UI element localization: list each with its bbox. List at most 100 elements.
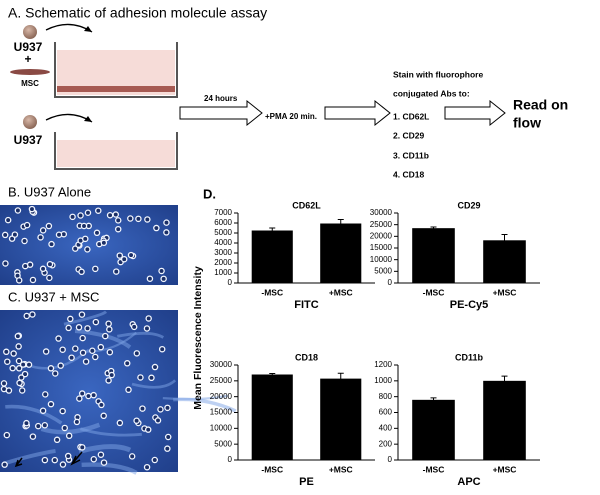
error-bar [501, 233, 508, 247]
cell [84, 325, 91, 332]
cell [3, 431, 11, 439]
cell [79, 349, 87, 356]
cell [0, 380, 8, 387]
cell [143, 325, 151, 332]
bar [320, 223, 362, 283]
cell [23, 115, 37, 129]
cell [95, 207, 102, 214]
read-text: flow [513, 115, 541, 131]
y-axis-label: Mean Fluorescence Intensity [192, 266, 204, 410]
y-tick-label: 25000 [210, 376, 233, 385]
y-tick-label: 4000 [214, 238, 232, 247]
cell [113, 268, 120, 275]
cell [163, 219, 170, 226]
cell [34, 422, 42, 430]
msc-cell [10, 69, 50, 75]
cell [76, 395, 83, 402]
cell [130, 323, 138, 331]
cell [163, 229, 170, 236]
cell [114, 217, 122, 224]
y-tick-label: 200 [379, 439, 393, 448]
error-bar [269, 227, 276, 233]
cell [10, 350, 17, 357]
cell [160, 275, 167, 283]
y-tick-label: 0 [388, 455, 393, 464]
cell [55, 335, 62, 342]
cell [67, 315, 74, 323]
cell [23, 25, 37, 39]
cell [100, 412, 107, 420]
y-tick-label: 7000 [214, 208, 232, 217]
arrowhead [84, 26, 92, 32]
cell [90, 455, 98, 463]
cell [39, 407, 47, 414]
cell [4, 216, 12, 224]
cell [41, 456, 49, 464]
bar [483, 380, 526, 460]
cell-label: U937 [14, 133, 43, 147]
panel-b-title: B. U937 Alone [8, 184, 91, 199]
x-tick-label: +MSC [329, 287, 353, 297]
cell [59, 461, 67, 468]
cell [51, 456, 59, 464]
cell [82, 358, 90, 365]
cell [46, 274, 53, 282]
error-bar [337, 372, 344, 384]
x-tick-label: -MSC [261, 464, 283, 474]
panel-d-label: D. [203, 186, 216, 201]
cell [106, 348, 114, 356]
cell [164, 404, 171, 412]
process-arrow [444, 99, 506, 127]
cell [148, 374, 155, 382]
msc-streak [40, 422, 101, 435]
cell [164, 433, 172, 441]
cell [78, 268, 85, 276]
cell [98, 401, 105, 409]
cell [45, 222, 53, 230]
cell [15, 357, 23, 365]
y-tick-label: 10000 [370, 255, 393, 264]
cell [135, 215, 142, 223]
cell [75, 324, 83, 331]
y-tick-label: 1000 [214, 268, 232, 277]
cell [78, 311, 86, 318]
cell [105, 320, 112, 327]
x-axis-label: PE-Cy5 [450, 299, 489, 311]
cell [53, 436, 61, 444]
msc-streak [5, 404, 63, 425]
cell [114, 225, 122, 233]
cell [97, 343, 105, 351]
cell [22, 262, 29, 270]
x-axis-label: APC [457, 476, 480, 488]
cell [116, 419, 124, 427]
y-tick-label: 20000 [370, 231, 393, 240]
cell [14, 332, 22, 340]
cell-label: U937 [14, 40, 43, 54]
cell [143, 463, 151, 471]
cell [68, 354, 75, 361]
cell [3, 348, 10, 356]
cell [125, 386, 132, 394]
cell [39, 227, 47, 234]
cell [133, 350, 141, 357]
y-tick-label: 6000 [214, 218, 232, 227]
bar [320, 378, 362, 460]
cell [123, 360, 131, 367]
bar [251, 374, 293, 460]
cell [102, 332, 109, 340]
y-tick-label: 400 [379, 423, 393, 432]
x-tick-label: -MSC [261, 287, 283, 297]
cell [72, 345, 79, 352]
cell [79, 334, 86, 342]
y-tick-label: 0 [228, 455, 233, 464]
y-tick-label: 30000 [210, 360, 233, 369]
cell [5, 387, 13, 394]
cell [106, 211, 114, 219]
msc-layer [57, 86, 175, 92]
cell [1, 231, 9, 239]
cell [82, 235, 89, 243]
marker: 3. CD11b [393, 150, 429, 160]
cell [48, 240, 55, 248]
chart-title: CD11b [455, 352, 484, 362]
